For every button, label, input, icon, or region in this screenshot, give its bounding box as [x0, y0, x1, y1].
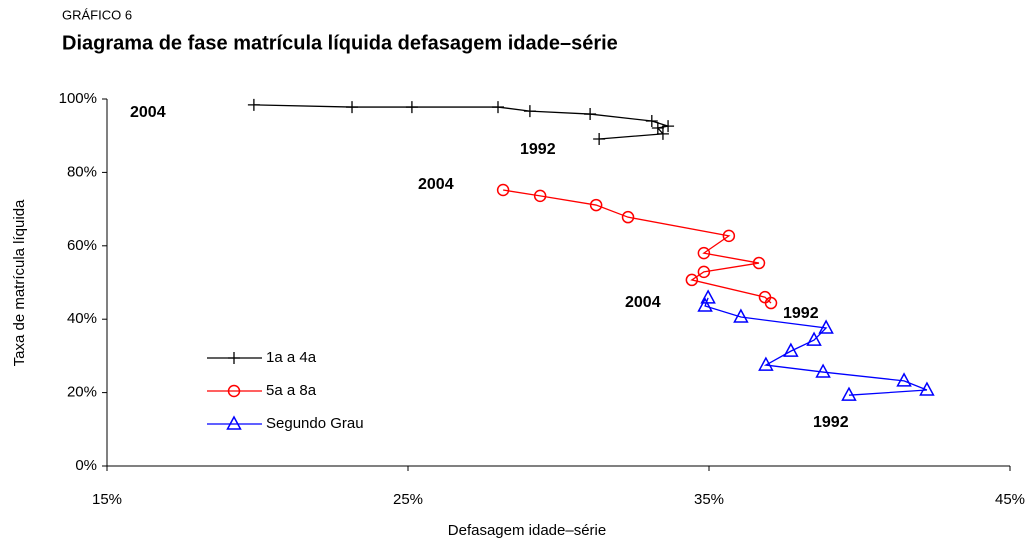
legend-label: 5a a 8a: [266, 382, 317, 399]
y-tick-label: 100%: [59, 90, 97, 107]
data-point: [589, 198, 603, 212]
legend-marker: [228, 352, 240, 364]
data-point: [818, 319, 834, 334]
y-tick-label: 0%: [75, 457, 97, 474]
x-axis-label: Defasagem idade–série: [448, 522, 606, 539]
data-point: [896, 372, 912, 387]
y-tick-label: 20%: [67, 384, 97, 401]
data-point: [697, 297, 713, 312]
data-point: [806, 331, 822, 346]
data-point: [752, 256, 766, 270]
data-point: [533, 189, 547, 203]
x-tick-label: 25%: [393, 491, 423, 508]
series-line: [503, 189, 772, 304]
data-point: [758, 290, 772, 304]
legend-marker: [227, 384, 241, 398]
annotation: 2004: [418, 176, 454, 193]
data-point: [841, 386, 857, 401]
data-point: [700, 289, 716, 304]
data-point: [697, 246, 711, 260]
data-point: [656, 127, 669, 140]
annotation: 1992: [813, 414, 849, 431]
series-line: [704, 297, 928, 396]
data-point: [685, 273, 699, 287]
x-tick-label: 35%: [694, 491, 724, 508]
data-point: [621, 210, 635, 224]
data-point: [584, 108, 597, 121]
y-tick-label: 60%: [67, 237, 97, 254]
legend-label: 1a a 4a: [266, 349, 317, 366]
data-point: [593, 133, 606, 146]
x-tick-label: 45%: [995, 491, 1025, 508]
series-line: [253, 104, 669, 140]
data-point: [491, 101, 504, 114]
annotation: 1992: [783, 305, 819, 322]
chart-title: Diagrama de fase matrícula líquida defas…: [62, 32, 618, 54]
annotation: 2004: [130, 104, 166, 121]
data-point: [523, 105, 536, 118]
data-point: [662, 120, 675, 133]
data-point: [815, 363, 831, 378]
data-point: [758, 356, 774, 371]
data-point: [697, 265, 711, 279]
data-point: [346, 101, 359, 114]
legend-label: Segundo Grau: [266, 415, 364, 432]
data-point: [783, 342, 799, 357]
x-tick-label: 15%: [92, 491, 122, 508]
data-point: [496, 183, 510, 197]
data-point: [247, 98, 260, 111]
y-tick-label: 40%: [67, 310, 97, 327]
chart-label: GRÁFICO 6: [62, 7, 132, 22]
annotation: 1992: [520, 141, 556, 158]
data-point: [651, 121, 664, 134]
data-point: [722, 229, 736, 243]
data-point: [919, 381, 935, 396]
annotation: 2004: [625, 294, 661, 311]
y-tick-label: 80%: [67, 163, 97, 180]
data-point: [645, 115, 658, 128]
data-point: [733, 308, 749, 323]
y-axis-label: Taxa de matrícula líquida: [11, 199, 28, 366]
legend-marker: [226, 415, 242, 430]
data-point: [405, 101, 418, 114]
